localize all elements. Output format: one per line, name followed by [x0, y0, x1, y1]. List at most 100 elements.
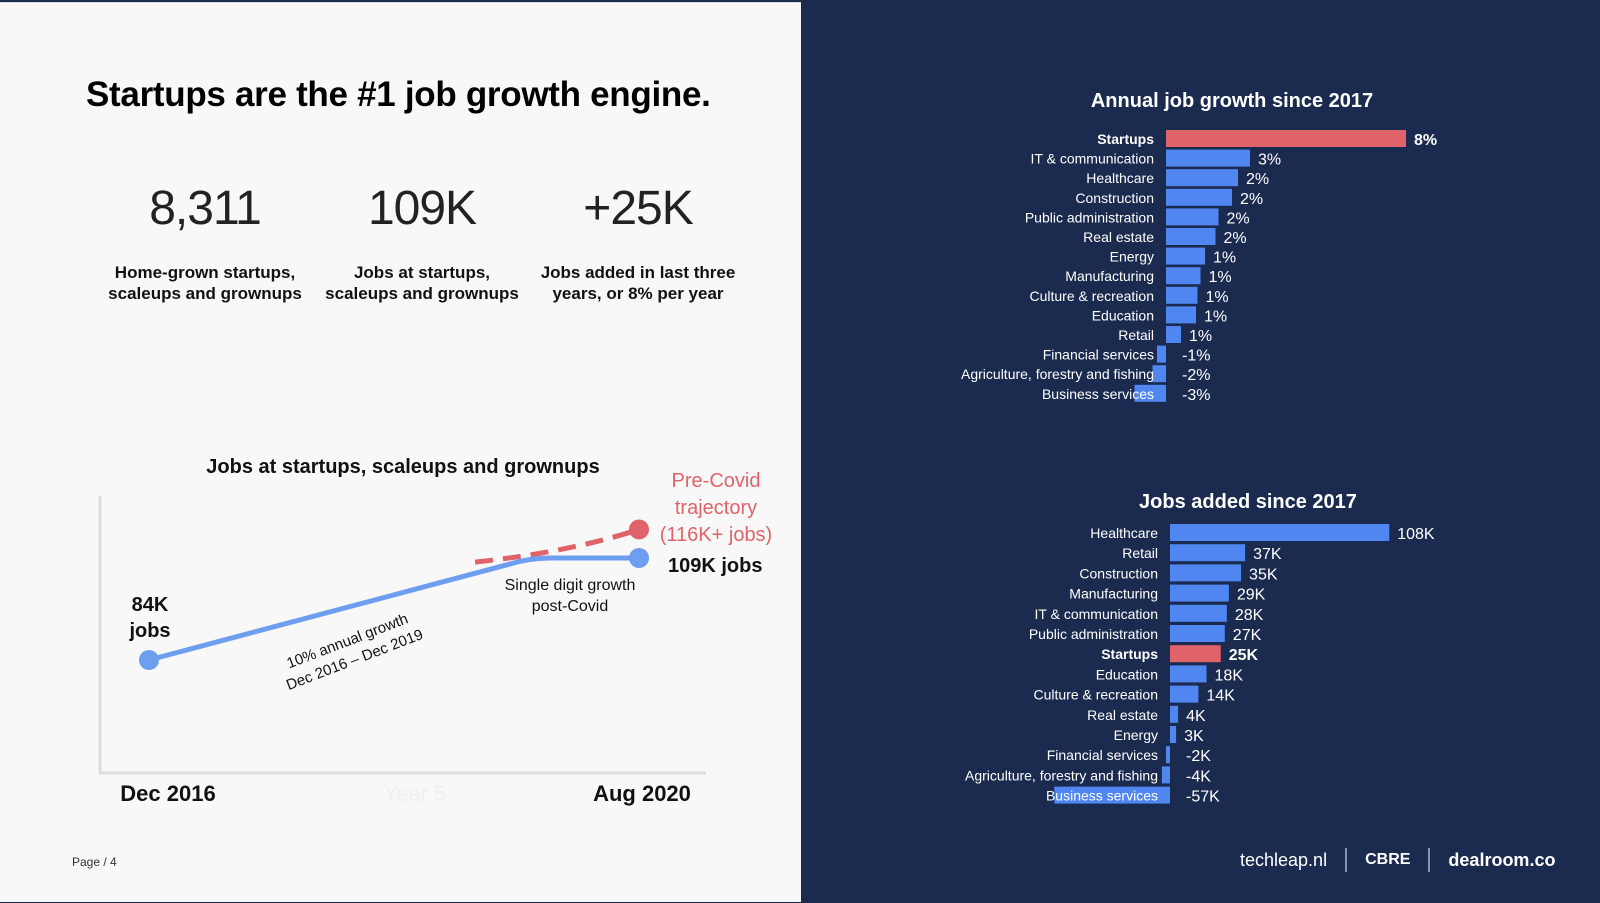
growth-category-label: Culture & recreation	[1029, 288, 1154, 304]
growth-bar	[1166, 247, 1205, 265]
precovid-trajectory-line	[474, 527, 640, 565]
stat-label: Home-grown startups, scaleups and grownu…	[108, 263, 302, 303]
growth-category-label: Business services	[1042, 386, 1154, 402]
jobs-added-value-label: 108K	[1397, 526, 1435, 543]
line-chart: Jobs at startups, scaleups and grownups …	[98, 456, 772, 806]
jobs-added-category-label: Financial services	[1047, 747, 1158, 763]
jobs-added-value-label: 3K	[1184, 728, 1204, 745]
postcovid-annotation: Single digit growth post-Covid	[505, 577, 636, 615]
jobs-line	[148, 555, 639, 663]
jobs-added-value-label: 25K	[1229, 647, 1259, 664]
growth-bar	[1134, 384, 1166, 402]
jobs-added-bar	[1170, 645, 1221, 663]
jobs-added-bar	[1170, 604, 1227, 622]
x-tick-label: Year 5	[384, 781, 447, 806]
cbre-logo: CBRE	[1365, 851, 1411, 868]
divider	[1345, 848, 1348, 872]
stat-value: 8,311	[149, 182, 262, 235]
page-title: Startups are the #1 job growth engine.	[86, 75, 711, 114]
growth-value-label: 2%	[1240, 191, 1263, 208]
growth-category-label: Startups	[1097, 131, 1154, 147]
jobs-added-value-label: 35K	[1249, 566, 1278, 583]
jobs-added-category-label: IT & communication	[1035, 606, 1158, 622]
jobs-added-bar	[1170, 625, 1225, 642]
growth-bar	[1166, 208, 1219, 226]
jobs-added-bar	[1054, 786, 1170, 804]
techleap-logo: techleap.nl	[1240, 849, 1328, 870]
growth-value-label: -2%	[1182, 367, 1210, 384]
precovid-label: Pre-Covid trajectory (116K+ jobs)	[660, 470, 772, 546]
stat-startups: 8,311 Home-grown startups, scaleups and …	[105, 181, 305, 304]
precovid-line: trajectory	[675, 497, 757, 519]
stat-jobs-added: +25K Jobs added in last three years, or …	[538, 181, 738, 304]
stat-jobs: 109K Jobs at startups, scaleups and grow…	[322, 181, 522, 304]
jobs-added-category-label: Manufacturing	[1069, 586, 1158, 602]
jobs-added-value-label: 27K	[1233, 627, 1262, 644]
jobs-added-category-label: Construction	[1079, 565, 1158, 581]
precovid-line: (116K+ jobs)	[660, 524, 772, 546]
left-panel: Startups are the #1 job growth engine. 8…	[0, 2, 801, 902]
chart-title: Jobs at startups, scaleups and grownups	[206, 456, 599, 478]
jobs-added-category-label: Public administration	[1029, 626, 1158, 642]
end-point	[629, 548, 649, 568]
footer-logos: techleap.nl CBRE dealroom.co	[1240, 848, 1555, 872]
jobs-added-category-label: Business services	[1046, 788, 1158, 804]
growth-value-label: -1%	[1182, 348, 1210, 365]
end-label: 109K jobs	[668, 555, 762, 577]
x-tick-label: Dec 2016	[120, 781, 215, 806]
jobs-added-value-label: -57K	[1186, 789, 1220, 806]
jobs-added-category-label: Education	[1096, 666, 1158, 682]
growth-bar	[1166, 228, 1216, 245]
page-number: Page / 4	[72, 855, 117, 869]
jobs-added-value-label: 14K	[1206, 688, 1235, 705]
jobs-added-bar	[1170, 665, 1207, 683]
growth-category-label: Education	[1092, 307, 1154, 323]
growth-bar	[1166, 326, 1181, 343]
jobs-added-category-label: Retail	[1122, 545, 1158, 561]
jobs-added-value-label: 4K	[1186, 708, 1206, 725]
growth-category-label: IT & communication	[1031, 151, 1154, 167]
growth-value-label: 2%	[1227, 210, 1250, 227]
jobs-added-category-label: Agriculture, forestry and fishing	[965, 767, 1158, 783]
jobs-added-bar	[1161, 766, 1170, 784]
growth-category-label: Construction	[1075, 190, 1154, 206]
jobs-added-value-label: -4K	[1186, 768, 1211, 785]
growth-bar	[1166, 169, 1238, 187]
dealroom-logo: dealroom.co	[1448, 849, 1556, 870]
growth-value-label: 1%	[1204, 308, 1227, 325]
precovid-point	[629, 519, 649, 540]
growth-value-label: 3%	[1258, 152, 1281, 169]
growth-value-label: 1%	[1189, 328, 1212, 345]
growth-bar	[1166, 267, 1201, 285]
jobs-added-bar	[1170, 544, 1246, 562]
jobs-added-bar	[1170, 685, 1199, 703]
jobs-added-value-label: 29K	[1237, 587, 1266, 604]
start-label: 84K jobs	[128, 594, 170, 642]
growth-bar	[1166, 306, 1196, 324]
growth-category-label: Healthcare	[1086, 170, 1154, 186]
jobs-added-category-label: Startups	[1101, 646, 1158, 662]
growth-category-label: Retail	[1118, 327, 1154, 343]
jobs-added-value-label: 37K	[1253, 546, 1282, 563]
jobs-added-bar	[1170, 524, 1390, 541]
growth-value-label: 1%	[1213, 250, 1236, 267]
jobs-added-category-label: Real estate	[1087, 707, 1158, 723]
growth-category-label: Real estate	[1083, 229, 1154, 245]
growth-category-label: Public administration	[1025, 209, 1154, 225]
jobs-added-category-label: Culture & recreation	[1033, 687, 1158, 703]
stat-value: +25K	[583, 182, 693, 235]
jobs-added-value-label: 28K	[1235, 607, 1264, 624]
x-tick-label: Aug 2020	[593, 781, 691, 806]
postcovid-line: post-Covid	[532, 598, 608, 615]
jobs-added-bar	[1170, 564, 1242, 582]
jobs-added-category-label: Energy	[1114, 727, 1158, 743]
chart-title-jobs-added: Jobs added since 2017	[1139, 491, 1357, 513]
chart-title-growth: Annual job growth since 2017	[1090, 90, 1374, 112]
growth-bar	[1166, 130, 1406, 147]
stat-label: Jobs added in last three years, or 8% pe…	[540, 263, 736, 303]
jobs-added-bar	[1170, 705, 1179, 723]
jobs-added-category-label: Healthcare	[1090, 525, 1158, 541]
growth-bar	[1152, 365, 1166, 383]
jobs-added-bar	[1165, 746, 1170, 764]
